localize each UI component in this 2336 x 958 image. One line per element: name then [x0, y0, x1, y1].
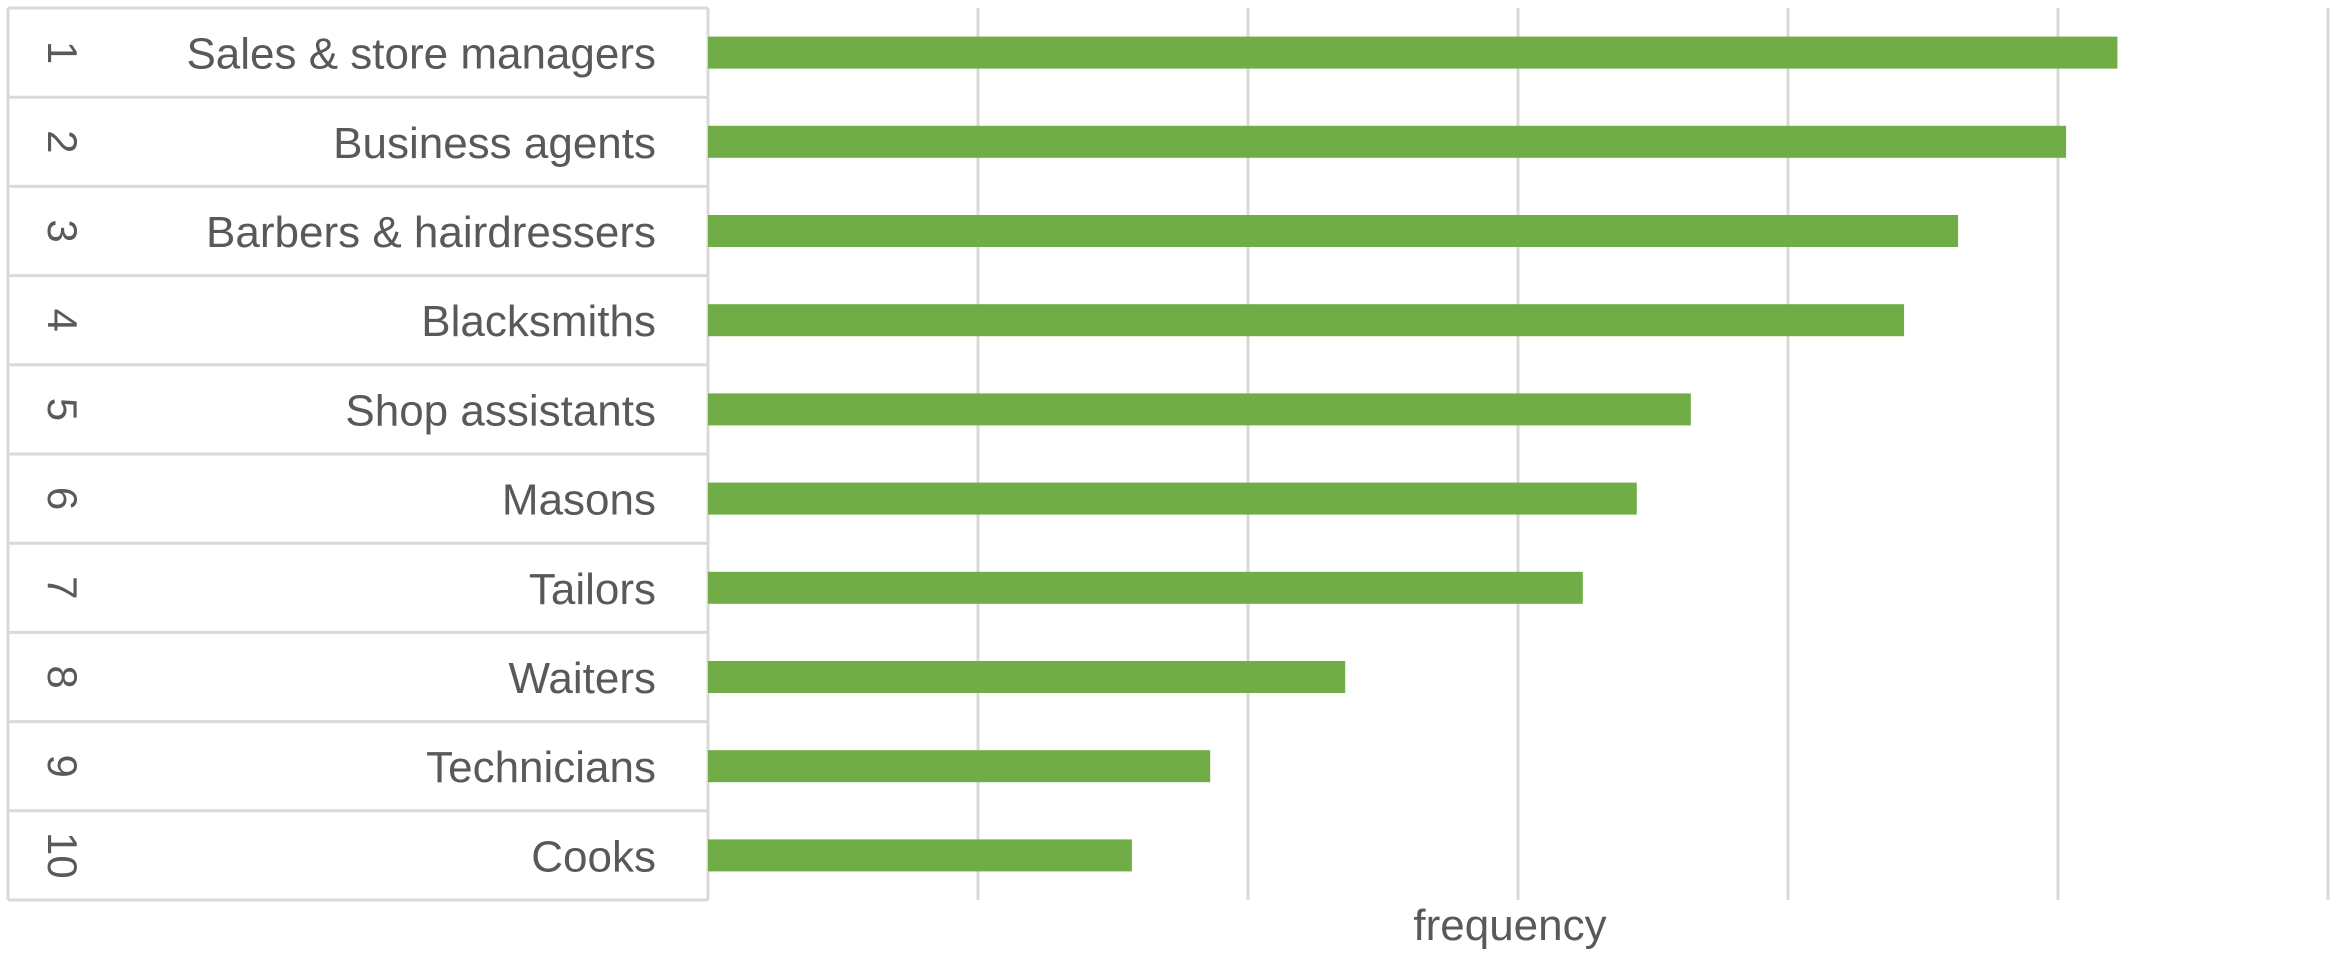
rank-label-4: 4 [39, 309, 86, 332]
bar-3 [708, 215, 1959, 247]
category-table [6, 6, 710, 902]
rank-label-6: 6 [39, 487, 86, 510]
category-label-7: Tailors [529, 565, 656, 614]
category-label-3: Barbers & hairdressers [206, 208, 656, 257]
category-label-5: Shop assistants [345, 386, 656, 435]
labels: 1 Sales & store managers 2 Business agents 3… [39, 30, 656, 882]
bar-2 [708, 125, 2067, 158]
bar-1 [708, 36, 2118, 69]
bar-7 [708, 571, 1583, 604]
rank-label-5: 5 [39, 398, 86, 421]
category-label-10: Cooks [531, 832, 656, 881]
bar-8 [708, 661, 1346, 693]
category-label-8: Waiters [509, 654, 657, 703]
rank-label-3: 3 [39, 219, 86, 242]
bar-5 [708, 393, 1691, 426]
x-axis-title: frequency [1413, 901, 1606, 950]
category-label-2: Business agents [333, 119, 656, 168]
rank-label-10: 10 [39, 832, 86, 879]
rank-label-2: 2 [39, 130, 86, 153]
bar-9 [708, 750, 1211, 783]
category-label-4: Blacksmiths [421, 297, 656, 346]
category-label-6: Masons [502, 476, 656, 525]
bars [708, 36, 2118, 872]
category-label-1: Sales & store managers [186, 30, 656, 79]
bar-4 [708, 304, 1905, 337]
bar-10 [708, 839, 1132, 872]
rank-label-8: 8 [39, 665, 86, 688]
rank-label-7: 7 [39, 576, 86, 599]
rank-label-1: 1 [39, 41, 86, 64]
category-label-9: Technicians [426, 743, 656, 792]
bar-6 [708, 482, 1637, 515]
rank-label-9: 9 [39, 755, 86, 778]
